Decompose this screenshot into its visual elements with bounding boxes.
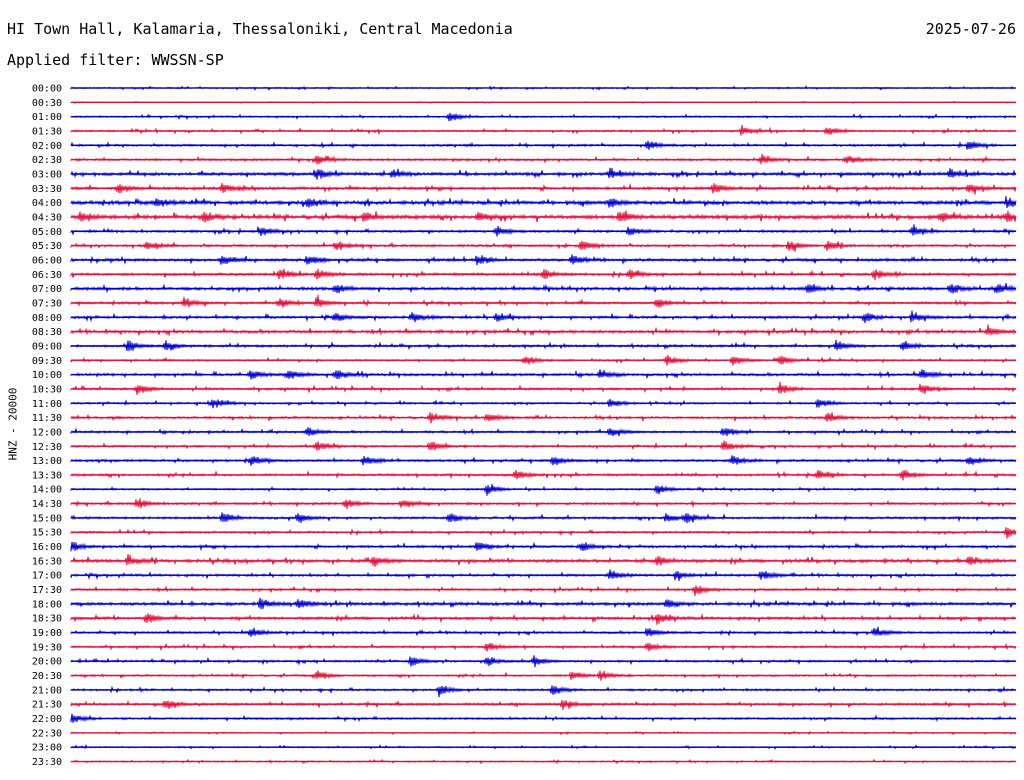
trace-row	[70, 527, 1017, 539]
row-label: 17:00	[32, 571, 62, 582]
trace-row	[70, 124, 1017, 136]
row-label: 19:00	[32, 628, 62, 639]
row-label: 20:30	[32, 671, 62, 682]
row-label: 21:30	[32, 700, 62, 711]
row-label: 16:30	[32, 556, 62, 567]
row-label: 17:30	[32, 585, 62, 596]
row-label: 18:00	[32, 599, 62, 610]
row-label: 20:00	[32, 657, 62, 668]
row-label: 02:30	[32, 155, 62, 166]
trace-row	[70, 613, 1017, 625]
row-label: 16:00	[32, 542, 62, 553]
trace-row	[70, 699, 1017, 711]
row-label: 19:30	[32, 642, 62, 653]
row-label: 10:00	[32, 370, 62, 381]
row-label: 14:30	[32, 499, 62, 510]
row-label: 14:00	[32, 485, 62, 496]
trace-row	[70, 585, 1017, 597]
row-label: 02:00	[32, 141, 62, 152]
row-label: 21:00	[32, 685, 62, 696]
trace-row	[70, 626, 1017, 637]
row-label: 06:30	[32, 270, 62, 281]
row-label: 08:30	[32, 327, 62, 338]
row-label: 08:00	[32, 313, 62, 324]
row-label: 23:30	[32, 757, 62, 768]
trace-row	[70, 324, 1017, 337]
row-label: 03:30	[32, 184, 62, 195]
row-label: 05:30	[32, 241, 62, 252]
row-label: 13:00	[32, 456, 62, 467]
trace-row	[70, 294, 1017, 308]
filter-label: Applied filter: WWSSN-SP	[7, 51, 224, 69]
row-label: 10:30	[32, 384, 62, 395]
row-label: 04:30	[32, 212, 62, 223]
station-title: HI Town Hall, Kalamaria, Thessaloniki, C…	[7, 20, 513, 38]
row-label: 18:30	[32, 614, 62, 625]
row-label: 15:30	[32, 528, 62, 539]
row-label: 11:30	[32, 413, 62, 424]
row-label: 09:00	[32, 341, 62, 352]
row-labels: 00:00 00:30 01:00 01:30 02:00 02:30 03:00 03:30…	[32, 84, 62, 769]
row-label: 05:00	[32, 227, 62, 238]
row-label: 13:30	[32, 470, 62, 481]
row-label: 00:00	[32, 84, 62, 95]
row-label: 09:30	[32, 356, 62, 367]
trace-row	[70, 224, 1017, 237]
row-label: 04:00	[32, 198, 62, 209]
row-label: 12:30	[32, 442, 62, 453]
row-label: 03:00	[32, 169, 62, 180]
row-label: 11:00	[32, 399, 62, 410]
row-label: 01:00	[32, 112, 62, 123]
row-label: 07:30	[32, 298, 62, 309]
row-label: 15:00	[32, 513, 62, 524]
row-label: 07:00	[32, 284, 62, 295]
date-label: 2025-07-26	[925, 20, 1016, 38]
row-label: 01:30	[32, 126, 62, 137]
seismic-traces	[70, 85, 1017, 765]
row-label: 00:30	[32, 98, 62, 109]
trace-row	[70, 685, 1017, 698]
row-label: 06:00	[32, 255, 62, 266]
row-label: 12:00	[32, 427, 62, 438]
row-label: 23:00	[32, 743, 62, 754]
row-label: 22:30	[32, 728, 62, 739]
row-label: 22:00	[32, 714, 62, 725]
